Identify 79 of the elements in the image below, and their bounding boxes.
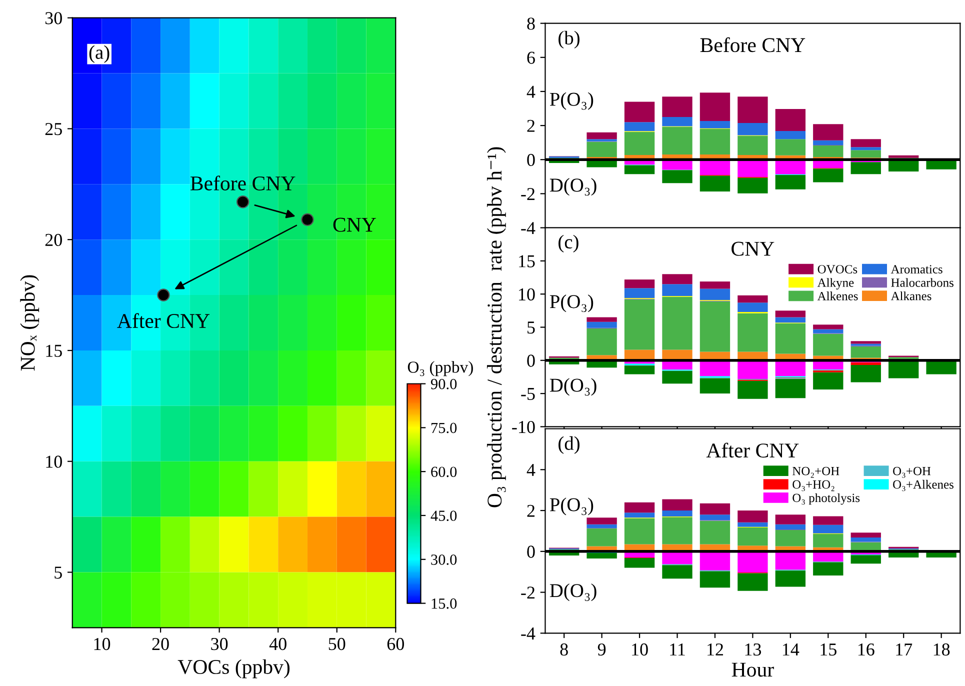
x-tick-label: 60: [387, 638, 404, 650]
legend-label: OVOCs: [818, 265, 858, 274]
annotation: Before CNY: [190, 176, 296, 190]
x-tick-label: 10: [94, 638, 110, 650]
y-tick-label: 5: [528, 322, 535, 334]
x-axis-title: Hour: [732, 662, 774, 677]
annotation: P(O₃): [550, 498, 594, 516]
legend-label: Alkenes: [817, 292, 858, 300]
annotation: (c): [558, 234, 578, 252]
x-tick-label: 30: [211, 638, 228, 650]
annotation: D(O₃): [550, 178, 596, 196]
color-bar-title: O₃ (ppbv): [408, 361, 473, 376]
y-tick-label: 10: [519, 288, 535, 301]
x-tick-label: 11: [670, 644, 685, 656]
x-tick-label: 50: [328, 638, 346, 650]
y-tick-label: -2: [521, 586, 535, 599]
annotation: P(O₃): [550, 92, 594, 110]
y-tick-label: 5: [54, 566, 62, 579]
text: After CNY: [706, 442, 799, 458]
legend-label: Alkanes: [890, 291, 932, 300]
annotation: (d): [558, 436, 580, 454]
y-tick-label: 15: [519, 255, 535, 268]
annotation: D(O₃): [550, 378, 596, 396]
y-tick-label: 20: [45, 234, 62, 246]
y-tick-label: 8: [527, 18, 535, 30]
color-bar-label: 75.0: [431, 422, 457, 434]
annotation: After CNY: [117, 313, 210, 328]
x-tick-label: 15: [820, 644, 836, 656]
legend-label: NO₂+OH: [792, 466, 840, 478]
color-bar-label: 15.0: [432, 598, 457, 609]
x-tick-label: 14: [782, 644, 800, 656]
y-axis-title: NOₓ (ppbv): [20, 275, 40, 371]
y-tick-label: 4: [526, 464, 536, 476]
y-tick-label: -10: [512, 420, 535, 434]
color-bar-label: 90.0: [430, 378, 457, 390]
y-tick-label: -4: [521, 628, 536, 640]
y-tick-label: 0: [527, 154, 535, 166]
annotation: (a): [89, 45, 110, 63]
annotation: (b): [558, 30, 580, 48]
text: Before CNY: [700, 37, 806, 52]
y-axis-title: O₃ production / destruction rate (ppbv h⁻¹): [486, 147, 506, 508]
y-tick-label: 2: [527, 120, 535, 132]
y-tick-label: 15: [46, 344, 62, 357]
x-tick-label: 9: [598, 643, 606, 656]
y-tick-label: -2: [521, 188, 535, 200]
y-tick-label: -5: [521, 388, 535, 400]
y-tick-label: 30: [45, 12, 62, 24]
annotation: CNY: [333, 218, 376, 232]
legend-label: Aromatics: [890, 265, 942, 274]
y-tick-label: 10: [46, 456, 62, 468]
y-tick-label: 2: [527, 504, 535, 517]
x-tick-label: 16: [858, 643, 874, 656]
x-tick-label: 20: [152, 638, 169, 650]
legend-label: Alkyne: [817, 278, 854, 290]
text: CNY: [732, 242, 774, 256]
color-bar-label: 45.0: [430, 510, 457, 521]
annotation: D(O₃): [550, 583, 596, 602]
legend-label: O₃ photolysis: [792, 493, 860, 505]
y-tick-label: 0: [527, 546, 535, 558]
x-tick-label: 10: [632, 643, 648, 656]
x-axis-title: VOCs (ppbv): [178, 659, 290, 678]
y-tick-label: 0: [527, 354, 535, 367]
x-tick-label: 12: [708, 643, 724, 656]
legend-label: O₃+Alkenes: [893, 480, 954, 492]
legend-label: Halocarbons: [891, 278, 954, 287]
legend-label: O₃+OH: [893, 466, 931, 478]
y-tick-label: -4: [521, 222, 536, 234]
color-bar-label: 30.0: [431, 554, 457, 565]
x-tick-label: 40: [269, 638, 286, 650]
y-tick-label: 6: [527, 52, 535, 64]
y-tick-label: 4: [526, 86, 536, 98]
x-tick-label: 13: [745, 643, 762, 656]
annotation: P(O₃): [550, 294, 594, 312]
legend-label: O₃+HO₂: [792, 480, 834, 492]
y-tick-label: 25: [45, 123, 62, 136]
x-tick-label: 17: [896, 644, 912, 656]
x-tick-label: 8: [560, 643, 568, 656]
color-bar-label: 60.0: [431, 466, 457, 478]
x-tick-label: 18: [934, 643, 950, 656]
